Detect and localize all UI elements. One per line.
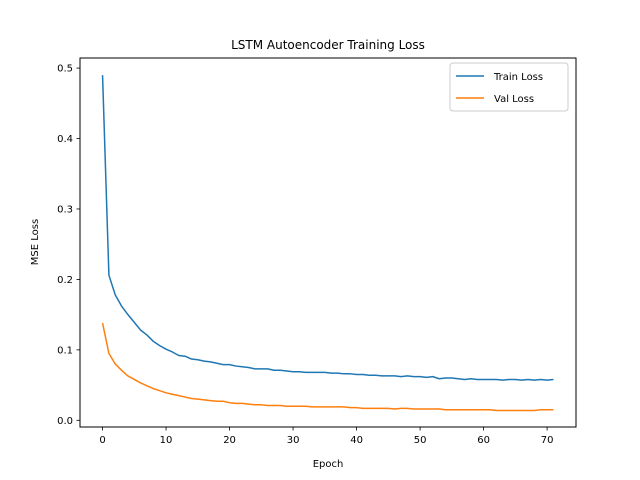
x-tick-label: 70 (541, 435, 554, 446)
x-tick-label: 40 (350, 435, 363, 446)
y-tick-label: 0.5 (57, 64, 73, 75)
y-axis-ticks: 0.0 0.1 0.2 0.3 0.4 0.5 (57, 64, 80, 427)
y-tick-label: 0.3 (57, 204, 73, 215)
x-tick-label: 50 (414, 435, 427, 446)
y-tick-label: 0.1 (57, 345, 73, 356)
legend-box (449, 62, 569, 112)
series-line-train-loss (101, 75, 554, 381)
x-tick-label: 0 (99, 435, 105, 446)
legend-label-val-loss: Val Loss (494, 94, 534, 105)
legend: Train Loss Val Loss (449, 62, 569, 112)
x-tick-label: 30 (287, 435, 300, 446)
x-axis-ticks: 0 10 20 30 40 50 60 70 (99, 427, 553, 446)
plot-frame (79, 57, 577, 428)
y-axis-label: MSE Loss (30, 219, 41, 265)
y-tick-label: 0.4 (57, 134, 73, 145)
chart-title: LSTM Autoencoder Training Loss (231, 38, 425, 52)
y-tick-label: 0.2 (57, 275, 73, 286)
x-axis-label: Epoch (313, 459, 344, 470)
x-tick-label: 10 (160, 435, 173, 446)
series-line-val-loss (101, 322, 554, 412)
y-tick-label: 0.0 (57, 416, 73, 427)
legend-label-train-loss: Train Loss (493, 72, 543, 83)
x-tick-label: 20 (223, 435, 236, 446)
series-layer (101, 75, 554, 412)
plot-area (80, 58, 576, 427)
x-tick-label: 60 (477, 435, 490, 446)
